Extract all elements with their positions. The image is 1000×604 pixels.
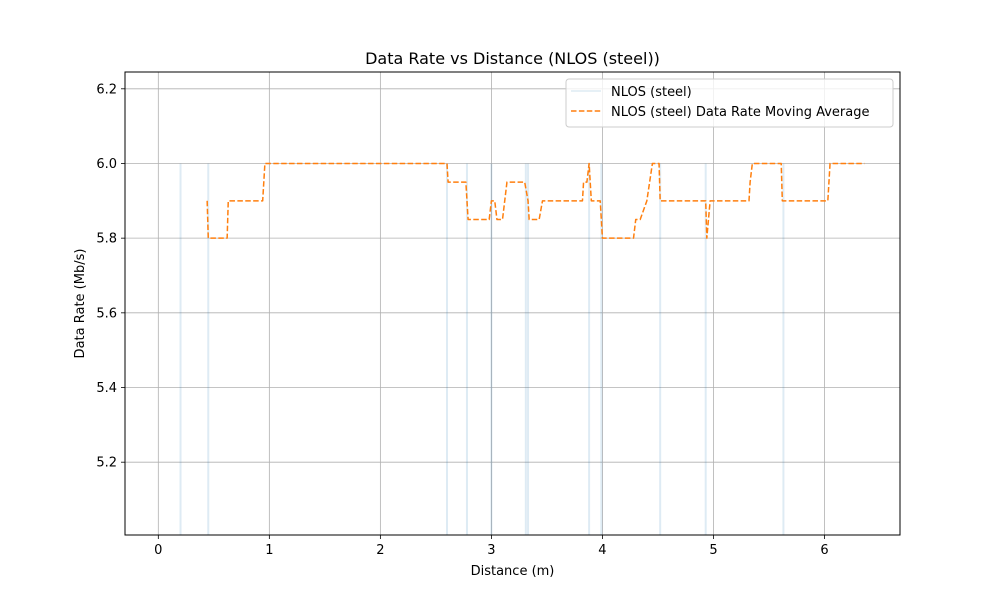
y-tick-label: 5.4 [96, 381, 117, 396]
x-axis: 0 1 2 3 4 5 6 [154, 535, 829, 558]
plot-area [124, 71, 901, 536]
legend-label-moving-average: NLOS (steel) Data Rate Moving Average [611, 105, 869, 120]
x-tick-label: 5 [709, 543, 717, 558]
chart-title: Data Rate vs Distance (NLOS (steel)) [365, 49, 660, 68]
y-tick-label: 5.2 [96, 456, 117, 471]
x-tick-label: 0 [154, 543, 162, 558]
y-tick-label: 5.8 [96, 232, 117, 247]
raw-series-layer [179, 163, 785, 535]
moving-average-line [206, 162, 865, 239]
legend-label-raw: NLOS (steel) [611, 85, 692, 100]
axes-frame [124, 71, 901, 536]
legend-box [565, 78, 894, 128]
x-tick-label: 1 [265, 543, 273, 558]
y-tick-label: 6.0 [96, 157, 117, 172]
x-tick-label: 6 [820, 543, 828, 558]
y-tick-label: 5.6 [96, 306, 117, 321]
legend: NLOS (steel) NLOS (steel) Data Rate Movi… [565, 78, 894, 128]
moving-average-layer [206, 162, 865, 239]
y-axis: 5.2 5.4 5.6 5.8 6.0 6.2 [96, 82, 125, 471]
y-tick-label: 6.2 [96, 82, 117, 97]
x-tick-label: 4 [598, 543, 606, 558]
x-tick-label: 2 [376, 543, 384, 558]
x-axis-label: Distance (m) [471, 564, 555, 579]
y-axis-label: Data Rate (Mb/s) [73, 249, 88, 359]
x-tick-label: 3 [487, 543, 495, 558]
grid-layer [125, 72, 900, 535]
